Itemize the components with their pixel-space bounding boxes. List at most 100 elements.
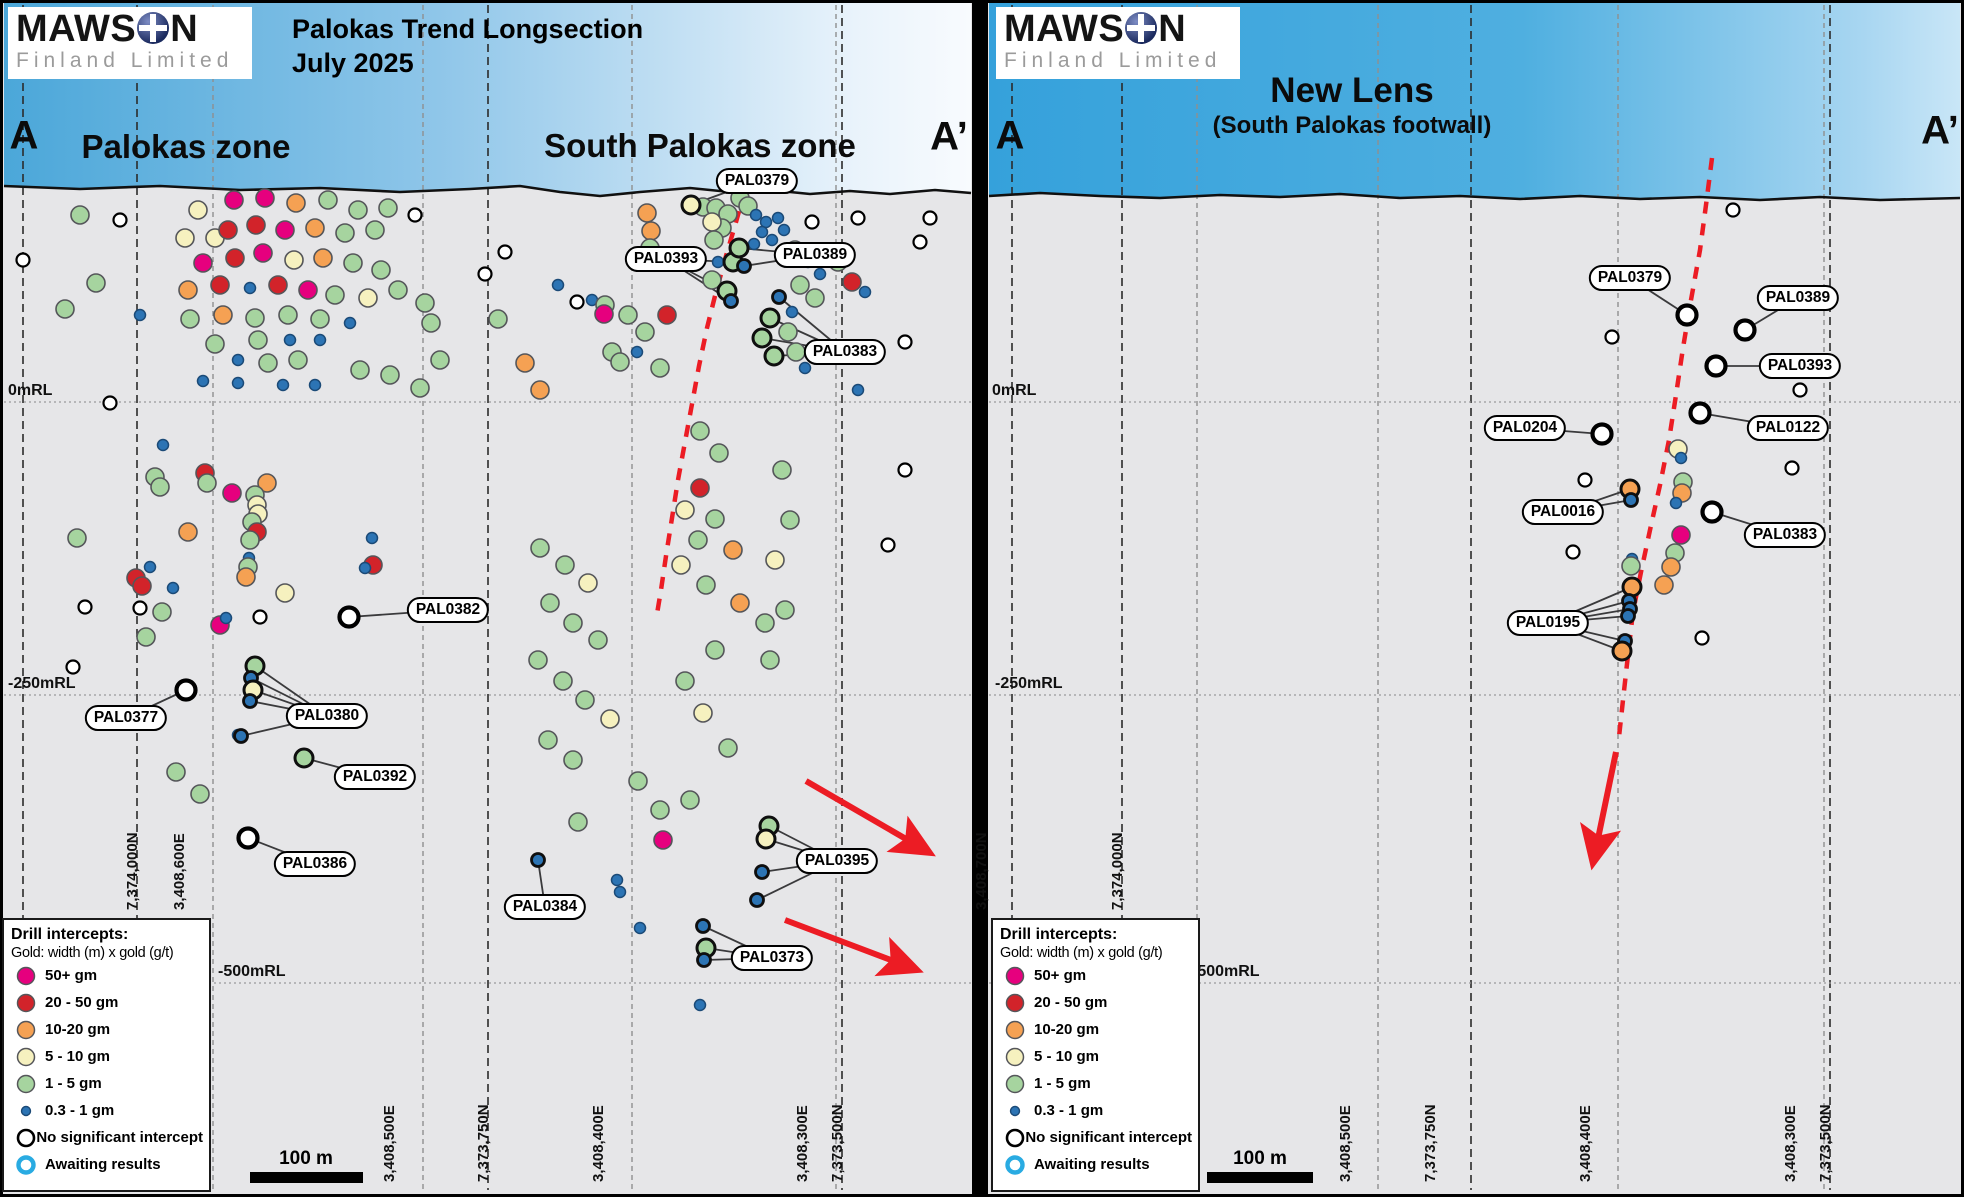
drill-dot: [1611, 640, 1633, 662]
drill-dot: [696, 575, 716, 595]
drill-dot: [1623, 492, 1639, 508]
leader-line-PAL0382: [348, 609, 449, 618]
drill-dot: [166, 762, 186, 782]
plunge-arrow: [1580, 751, 1622, 871]
drill-dot: [430, 350, 450, 370]
drill-dot: [224, 190, 244, 210]
drill-dot: [718, 738, 738, 758]
drill-dot: [813, 267, 827, 281]
drill-dot: [178, 522, 198, 542]
drill-dot: [358, 561, 372, 575]
drill-dot: [1694, 630, 1710, 646]
drill-dot: [540, 593, 560, 613]
drill-dot: [858, 285, 872, 299]
drill-dot: [805, 288, 825, 308]
drill-dot: [298, 280, 318, 300]
drill-dot: [702, 212, 722, 232]
drill-dot: [231, 376, 245, 390]
drill-dot: [751, 327, 773, 349]
drill-dot: [136, 627, 156, 647]
drill-dot: [555, 555, 575, 575]
drill-dot: [696, 952, 712, 968]
drill-dot: [730, 593, 750, 613]
drill-dot: [680, 790, 700, 810]
drill-dot: [778, 322, 798, 342]
drill-dot: [268, 275, 288, 295]
drill-dot: [1669, 496, 1683, 510]
drill-dot: [156, 438, 170, 452]
drill-dot: [1674, 451, 1688, 465]
drill-dot: [257, 473, 277, 493]
drill-dot: [641, 221, 661, 241]
drill-dot: [760, 650, 780, 670]
drill-dot: [152, 602, 172, 622]
drill-dot: [777, 223, 791, 237]
drill-dot: [763, 345, 785, 367]
ground-surface-line: [3, 184, 972, 198]
drill-dot: [578, 573, 598, 593]
drill-dot: [310, 309, 330, 329]
drill-dot: [772, 460, 792, 480]
drill-dot: [218, 220, 238, 240]
drill-dot: [286, 193, 306, 213]
drill-dot: [243, 281, 257, 295]
drill-dot: [275, 220, 295, 240]
drill-dot: [563, 613, 583, 633]
drill-dot: [1725, 202, 1741, 218]
drill-dot: [588, 630, 608, 650]
drill-dot: [283, 333, 297, 347]
drill-dot: [880, 537, 896, 553]
drill-dot: [231, 353, 245, 367]
drill-dot: [233, 728, 249, 744]
drill-dot: [755, 225, 769, 239]
drill-dot: [747, 237, 761, 251]
drill-dot: [86, 273, 106, 293]
drill-dot: [242, 693, 258, 709]
drill-dot: [343, 253, 363, 273]
drill-dot: [318, 190, 338, 210]
drill-dot: [190, 784, 210, 804]
drill-dot: [1784, 460, 1800, 476]
drill-dot: [193, 253, 213, 273]
drill-dot: [276, 378, 290, 392]
drill-dot: [205, 334, 225, 354]
drill-dot: [702, 270, 722, 290]
drill-dot: [288, 350, 308, 370]
drill-dot: [804, 214, 820, 230]
drill-dot: [55, 299, 75, 319]
drill-dot: [278, 305, 298, 325]
drill-dot: [175, 228, 195, 248]
drill-dot: [786, 342, 806, 362]
drill-dot: [1604, 329, 1620, 345]
drill-dot: [67, 528, 87, 548]
drill-dot: [650, 800, 670, 820]
drill-dot: [77, 599, 93, 615]
drill-dot: [637, 203, 657, 223]
drill-dot: [308, 378, 322, 392]
drill-dot: [530, 852, 546, 868]
drill-dot: [704, 230, 724, 250]
drill-dot: [358, 288, 378, 308]
drill-dot: [150, 477, 170, 497]
drill-dot: [245, 308, 265, 328]
drill-dot: [255, 188, 275, 208]
drill-dot: [225, 248, 245, 268]
drill-dot: [348, 200, 368, 220]
drill-dot: [253, 243, 273, 263]
drill-dot: [497, 244, 513, 260]
drill-dot: [754, 864, 770, 880]
drill-dot: [897, 334, 913, 350]
drill-dot: [343, 316, 357, 330]
drill-dot: [628, 771, 648, 791]
drill-dot: [711, 255, 725, 269]
drill-dot: [771, 211, 785, 225]
drill-dot: [705, 640, 725, 660]
drill-dot: [112, 212, 128, 228]
drill-dot: [688, 530, 708, 550]
drill-dot: [380, 365, 400, 385]
drill-dot: [174, 678, 198, 702]
drill-dot: [365, 531, 379, 545]
drill-dot: [759, 307, 781, 329]
